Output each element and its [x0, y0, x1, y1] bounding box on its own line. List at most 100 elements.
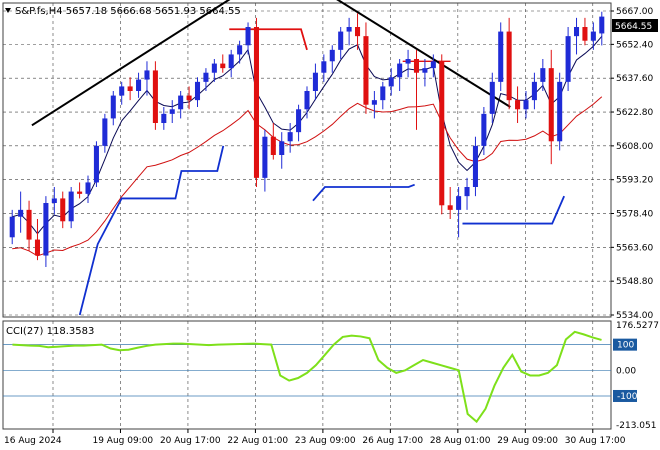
- time-tick-label: 28 Aug 01:00: [430, 436, 491, 446]
- bear-candle: [506, 31, 512, 101]
- bull-candle: [481, 113, 487, 146]
- bull-candle: [194, 81, 201, 101]
- bear-candle: [413, 59, 420, 73]
- cci-tick-label: -100: [617, 392, 638, 402]
- bull-candle: [18, 209, 24, 217]
- bull-candle: [9, 216, 15, 238]
- bull-candle: [203, 72, 209, 82]
- support-step-line: [312, 183, 415, 202]
- bull-candle: [599, 16, 605, 34]
- bear-candle: [548, 68, 554, 142]
- bear-candle: [355, 27, 361, 37]
- bull-candle: [296, 109, 302, 133]
- bull-candle: [102, 118, 108, 146]
- bull-candle: [523, 100, 529, 110]
- bear-candle: [127, 86, 133, 91]
- bear-candle: [26, 209, 32, 240]
- bull-candle: [397, 63, 403, 78]
- bear-candle: [186, 95, 192, 101]
- bull-candle: [388, 77, 394, 87]
- price-tick-label: 5563.60: [616, 243, 653, 253]
- price-tick-label: 5637.60: [616, 74, 653, 84]
- bull-candle: [590, 31, 596, 41]
- bull-candle: [245, 27, 251, 46]
- cci-indicator: [12, 330, 602, 424]
- bull-candle: [93, 145, 99, 183]
- time-tick-label: 26 Aug 17:00: [362, 436, 423, 446]
- axis-labels: 5667.00 5652.40 5637.60 5622.80 5608.00 5593.…: [4, 7, 659, 446]
- cci-tick-label: 176.5277: [616, 321, 659, 331]
- slow-moving-average: [12, 96, 603, 257]
- price-tick-label: 5578.40: [616, 210, 653, 220]
- support-step-line: [462, 195, 565, 225]
- bull-candle: [498, 31, 504, 82]
- bull-candle: [119, 86, 125, 96]
- bull-candle: [422, 68, 428, 73]
- bull-candle: [557, 81, 563, 142]
- bull-candle: [573, 27, 580, 37]
- trend-line: [31, 0, 231, 127]
- bull-candle: [43, 203, 49, 256]
- time-tick-label: 23 Aug 09:00: [295, 436, 356, 446]
- price-tick-label: 5548.80: [616, 277, 653, 287]
- time-tick-label: 16 Aug 2024: [4, 436, 62, 446]
- bull-candle: [110, 95, 116, 119]
- symbol-header: S&P.fs,H4 5657.18 5666.68 5651.93 5664.5…: [15, 6, 241, 17]
- support-step-line: [78, 145, 225, 316]
- price-tick-label: 5608.00: [616, 142, 653, 152]
- bull-candle: [346, 27, 352, 32]
- bull-candle: [464, 187, 470, 197]
- cci-line: [12, 330, 602, 424]
- bear-candle: [582, 27, 588, 41]
- bear-candle: [447, 205, 453, 210]
- bull-candle: [287, 132, 293, 142]
- bull-candle: [279, 141, 285, 155]
- bull-candle: [531, 81, 537, 101]
- bull-candle: [85, 182, 91, 194]
- cci-panel[interactable]: [2, 320, 612, 430]
- dropdown-triangle-icon[interactable]: [5, 8, 11, 13]
- candlestick-series: [9, 11, 605, 267]
- bull-candle: [380, 86, 386, 101]
- bear-candle: [77, 191, 83, 194]
- price-tick-label: 5667.00: [616, 7, 653, 17]
- bull-candle: [565, 36, 571, 82]
- bear-candle: [363, 36, 369, 105]
- price-tick-label: 5593.20: [616, 176, 653, 186]
- bear-candle: [220, 63, 226, 69]
- bear-candle: [270, 136, 276, 155]
- bull-candle: [169, 109, 175, 114]
- bull-candle: [312, 72, 318, 91]
- cci-tick-label: -213.051: [616, 421, 656, 431]
- bull-candle: [456, 196, 462, 210]
- bull-candle: [371, 100, 377, 105]
- bull-candle: [211, 63, 217, 73]
- bear-candle: [439, 61, 445, 206]
- bull-candle: [178, 95, 184, 110]
- bull-candle: [136, 79, 142, 91]
- cci-level-badge: [613, 389, 637, 402]
- current-price-label: 5664.55: [615, 22, 652, 32]
- bull-candle: [430, 61, 436, 69]
- bull-candle: [228, 54, 234, 69]
- bull-candle: [304, 91, 310, 110]
- bull-candle: [262, 136, 268, 178]
- current-price-box: [612, 19, 658, 32]
- bull-candle: [338, 31, 344, 50]
- cci-header: CCI(27) 118.3583: [6, 326, 94, 337]
- cci-tick-label: 0.00: [616, 366, 636, 376]
- time-tick-label: 22 Aug 01:00: [227, 436, 288, 446]
- price-tick-label: 5534.00: [616, 311, 653, 321]
- bear-candle: [152, 70, 158, 123]
- cci-tick-label: 100: [617, 341, 634, 351]
- time-tick-label: 20 Aug 17:00: [160, 436, 221, 446]
- bull-candle: [51, 198, 57, 203]
- bull-candle: [68, 191, 74, 222]
- bear-candle: [60, 198, 66, 222]
- trend-line: [336, 0, 511, 108]
- bull-candle: [472, 145, 478, 187]
- bear-candle: [515, 100, 521, 110]
- time-tick-label: 19 Aug 09:00: [92, 436, 153, 446]
- bull-candle: [540, 68, 546, 82]
